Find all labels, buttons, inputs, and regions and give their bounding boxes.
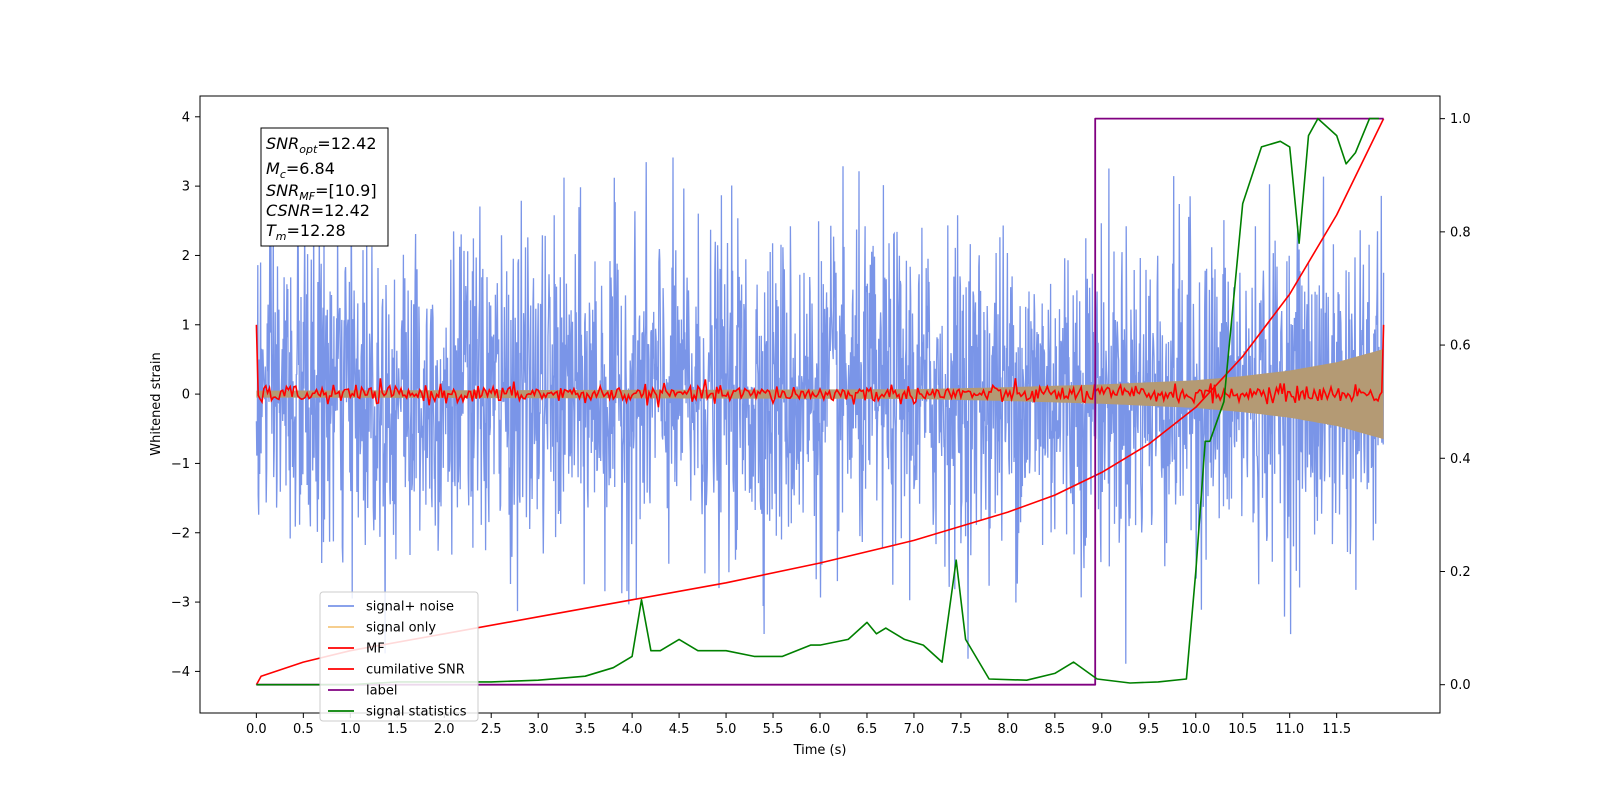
x-tick-label: 6.0 (810, 722, 831, 737)
info-snr-mf-value: [10.9] (328, 181, 376, 200)
x-tick-label: 5.5 (763, 722, 784, 737)
info-snr-opt: SNRopt=12.42 (266, 134, 377, 156)
x-tick-label: 4.5 (669, 722, 690, 737)
info-tm: Tm=12.28 (266, 221, 346, 243)
y-tick-left-label: 4 (182, 110, 190, 125)
x-tick-label: 9.5 (1138, 722, 1159, 737)
y-tick-right-label: 0.0 (1450, 678, 1471, 693)
series-signal-noise (255, 156, 1385, 664)
y-tick-left-label: 0 (182, 388, 190, 403)
x-tick-label: 0.5 (293, 722, 314, 737)
x-tick-label: 8.0 (998, 722, 1019, 737)
info-csnr: CSNR=12.42 (266, 201, 370, 220)
y-tick-right-label: 0.2 (1450, 565, 1471, 580)
y-tick-left-label: 1 (182, 318, 190, 333)
info-box: SNRopt=12.42 Mc=6.84 SNRMF=[10.9] CSNR=1… (260, 127, 389, 247)
y-tick-right-label: 0.4 (1450, 452, 1471, 467)
legend-label: signal+ noise (366, 600, 454, 615)
x-tick-label: 2.5 (481, 722, 502, 737)
y-tick-left-label: 2 (182, 249, 190, 264)
y-axis-left: 4 3 2 1 0 −1 −2 −3 −4 (171, 110, 200, 680)
x-tick-label: 5.0 (716, 722, 737, 737)
x-axis-label: Time (s) (793, 743, 847, 758)
legend: signal+ noise signal only MF cumilative SNR… (319, 591, 479, 722)
legend-label: MF (366, 642, 385, 657)
x-tick-label: 10.0 (1181, 722, 1210, 737)
legend-label: cumilative SNR (366, 663, 465, 678)
y-tick-right-label: 1.0 (1450, 112, 1471, 127)
y-axis-label: Whitened strain (149, 352, 164, 455)
x-tick-label: 11.5 (1322, 722, 1351, 737)
y-axis-right: 1.0 0.8 0.6 0.4 0.2 0.0 (1440, 112, 1471, 693)
x-tick-label: 7.0 (904, 722, 925, 737)
y-tick-left-label: −1 (171, 457, 190, 472)
x-tick-label: 1.0 (340, 722, 361, 737)
y-tick-left-label: −2 (171, 526, 190, 541)
series-mf (255, 324, 1385, 408)
y-tick-right-label: 0.6 (1450, 339, 1471, 354)
x-tick-label: 3.5 (575, 722, 596, 737)
info-snr-opt-value: 12.42 (331, 134, 377, 153)
info-mc-value: 6.84 (299, 159, 335, 178)
info-box-frame (260, 127, 389, 247)
legend-label: label (366, 684, 397, 699)
x-tick-label: 8.5 (1045, 722, 1066, 737)
y-tick-left-label: 3 (182, 180, 190, 195)
x-tick-label: 10.5 (1228, 722, 1257, 737)
info-tm-value: 12.28 (300, 221, 346, 240)
x-tick-label: 9.0 (1091, 722, 1112, 737)
info-snr-mf: SNRMF=[10.9] (266, 181, 377, 203)
x-tick-label: 7.5 (951, 722, 972, 737)
x-tick-label: 0.0 (246, 722, 267, 737)
info-mc: Mc=6.84 (266, 159, 335, 181)
legend-frame (319, 591, 479, 722)
series-signal-only (256, 349, 1384, 440)
x-tick-label: 6.5 (857, 722, 878, 737)
y-tick-right-label: 0.8 (1450, 225, 1471, 240)
legend-label: signal only (366, 621, 436, 636)
x-tick-label: 4.0 (622, 722, 643, 737)
x-tick-label: 11.0 (1275, 722, 1304, 737)
info-csnr-value: 12.42 (324, 201, 370, 220)
x-tick-label: 1.5 (387, 722, 408, 737)
series-signal-statistics (256, 117, 1379, 686)
x-tick-label: 3.0 (528, 722, 549, 737)
legend-label: signal statistics (366, 705, 467, 720)
series-label (256, 117, 1384, 686)
y-tick-left-label: −3 (171, 596, 190, 611)
x-tick-label: 2.0 (434, 722, 455, 737)
x-axis: 0.0 0.5 1.0 1.5 2.0 2.5 3.0 3.5 4.0 4.5 5.0 5.5 6.0 6… (246, 713, 1351, 737)
y-tick-left-label: −4 (171, 665, 190, 680)
